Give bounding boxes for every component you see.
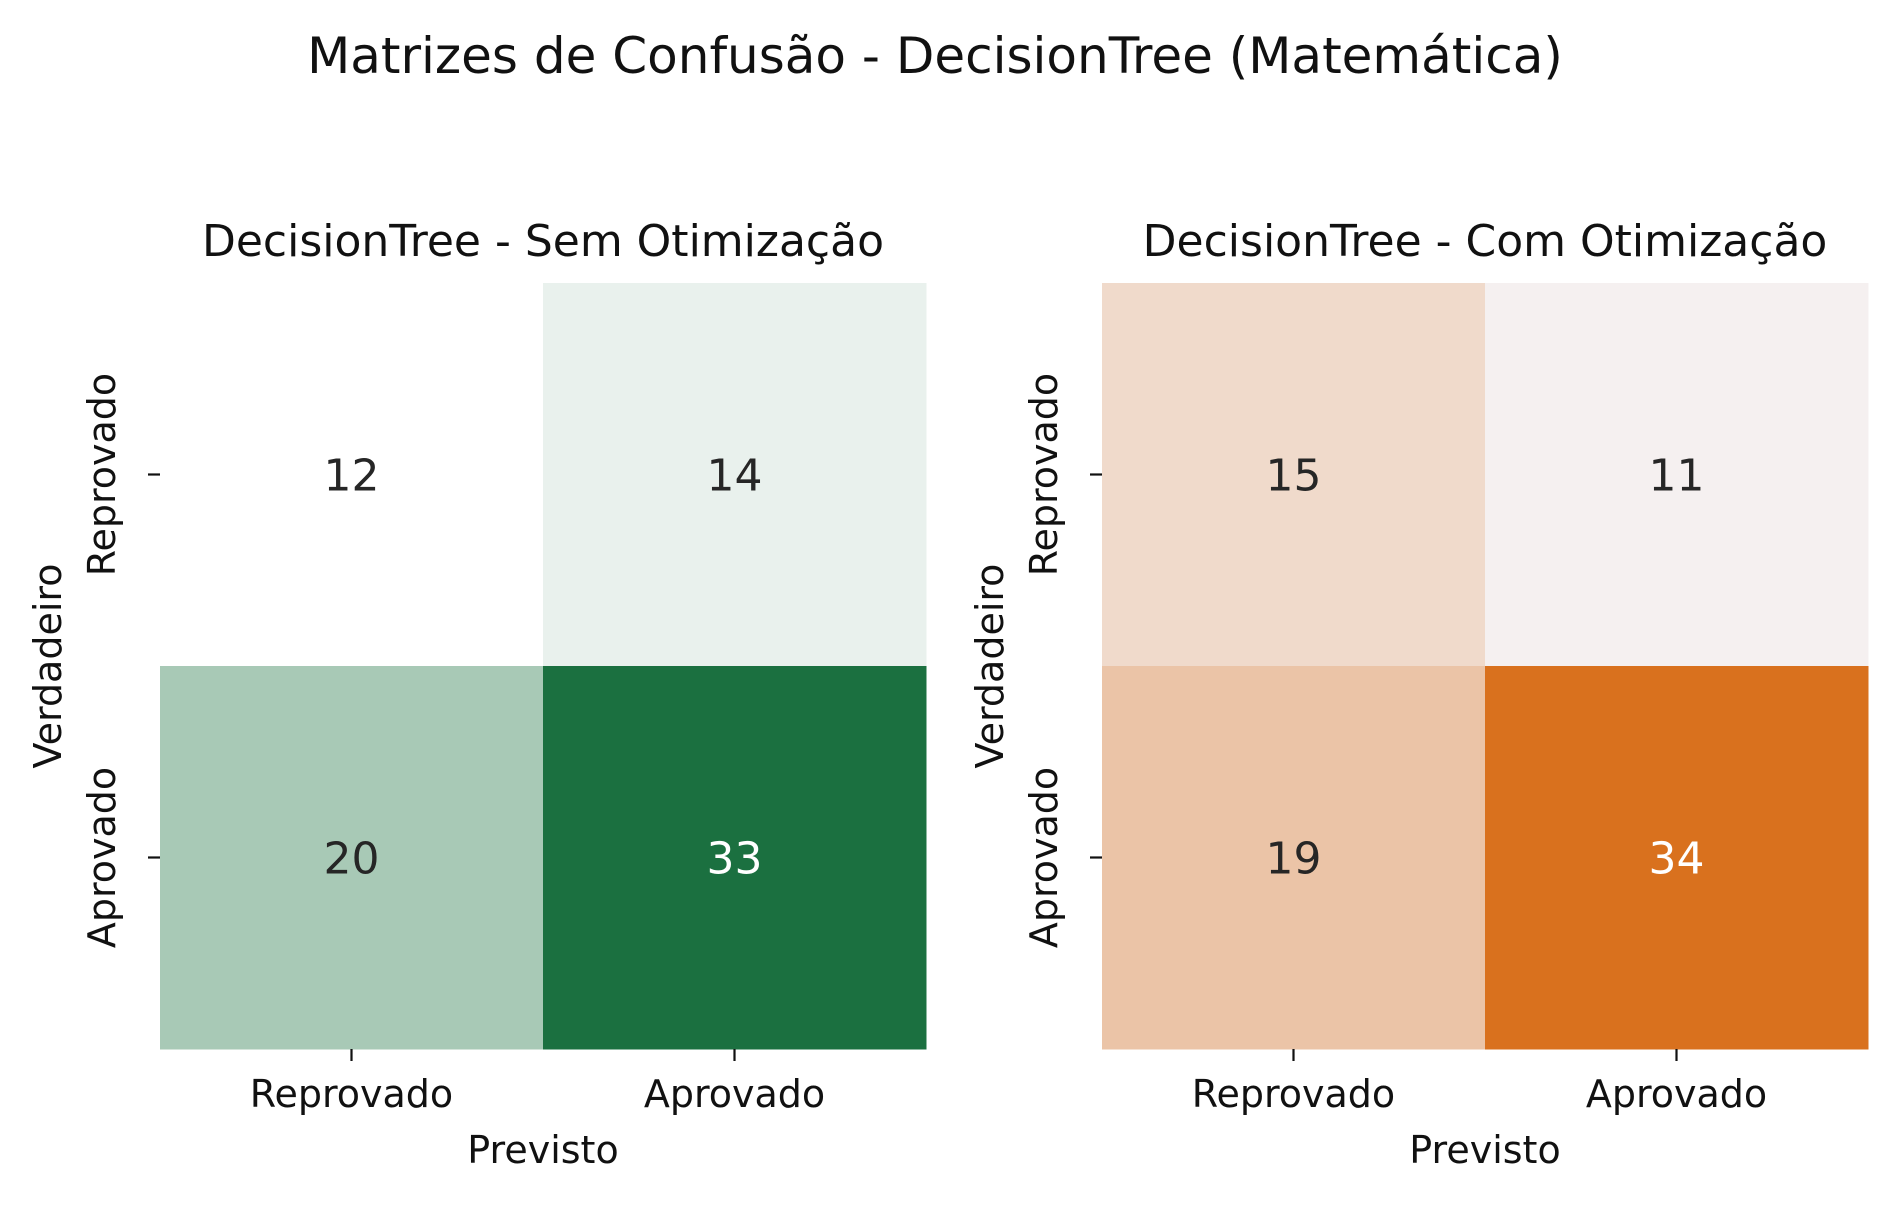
y-tick-label: Reprovado xyxy=(80,373,124,576)
y-axis-label: Verdadeiro xyxy=(968,564,1012,769)
heatmap-cell-aprovado-aprovado xyxy=(1485,666,1869,1050)
figure-title: Matrizes de Confusão - DecisionTree (Mat… xyxy=(307,27,1563,85)
x-tick-label: Aprovado xyxy=(1586,1072,1767,1116)
cell-value-label: 15 xyxy=(1266,451,1322,502)
subplot-title: DecisionTree - Com Otimização xyxy=(1143,216,1828,267)
cell-value-label: 12 xyxy=(324,451,380,502)
confusion-matrix-com-otimizacao: DecisionTree - Com Otimização 15 11 19 34 Rep… xyxy=(968,216,1869,1172)
heatmap-cell-aprovado-reprovado xyxy=(1102,666,1486,1050)
y-axis-label: Verdadeiro xyxy=(26,564,70,769)
heatmap-cell-aprovado-aprovado xyxy=(543,666,927,1050)
y-tick-label: Aprovado xyxy=(80,767,124,948)
confusion-matrix-sem-otimizacao: DecisionTree - Sem Otimização 12 14 20 33 Rep… xyxy=(26,216,927,1172)
x-tick-label: Reprovado xyxy=(1192,1072,1395,1116)
heatmap-cell-reprovado-aprovado xyxy=(543,283,927,667)
heatmap-cell-reprovado-aprovado xyxy=(1485,283,1869,667)
cell-value-label: 14 xyxy=(707,451,763,502)
cell-value-label: 34 xyxy=(1649,834,1705,885)
y-tick-label: Aprovado xyxy=(1022,767,1066,948)
x-tick-label: Aprovado xyxy=(644,1072,825,1116)
subplot-title: DecisionTree - Sem Otimização xyxy=(202,216,884,267)
heatmap-cell-aprovado-reprovado xyxy=(160,666,544,1050)
x-axis-label: Previsto xyxy=(1409,1128,1560,1172)
x-axis-label: Previsto xyxy=(467,1128,618,1172)
cell-value-label: 33 xyxy=(707,834,763,885)
heatmap-cell-reprovado-reprovado xyxy=(160,283,544,667)
y-tick-label: Reprovado xyxy=(1022,373,1066,576)
heatmap-cell-reprovado-reprovado xyxy=(1102,283,1486,667)
x-tick-label: Reprovado xyxy=(250,1072,453,1116)
cell-value-label: 19 xyxy=(1266,834,1322,885)
cell-value-label: 20 xyxy=(324,834,380,885)
cell-value-label: 11 xyxy=(1649,451,1705,502)
